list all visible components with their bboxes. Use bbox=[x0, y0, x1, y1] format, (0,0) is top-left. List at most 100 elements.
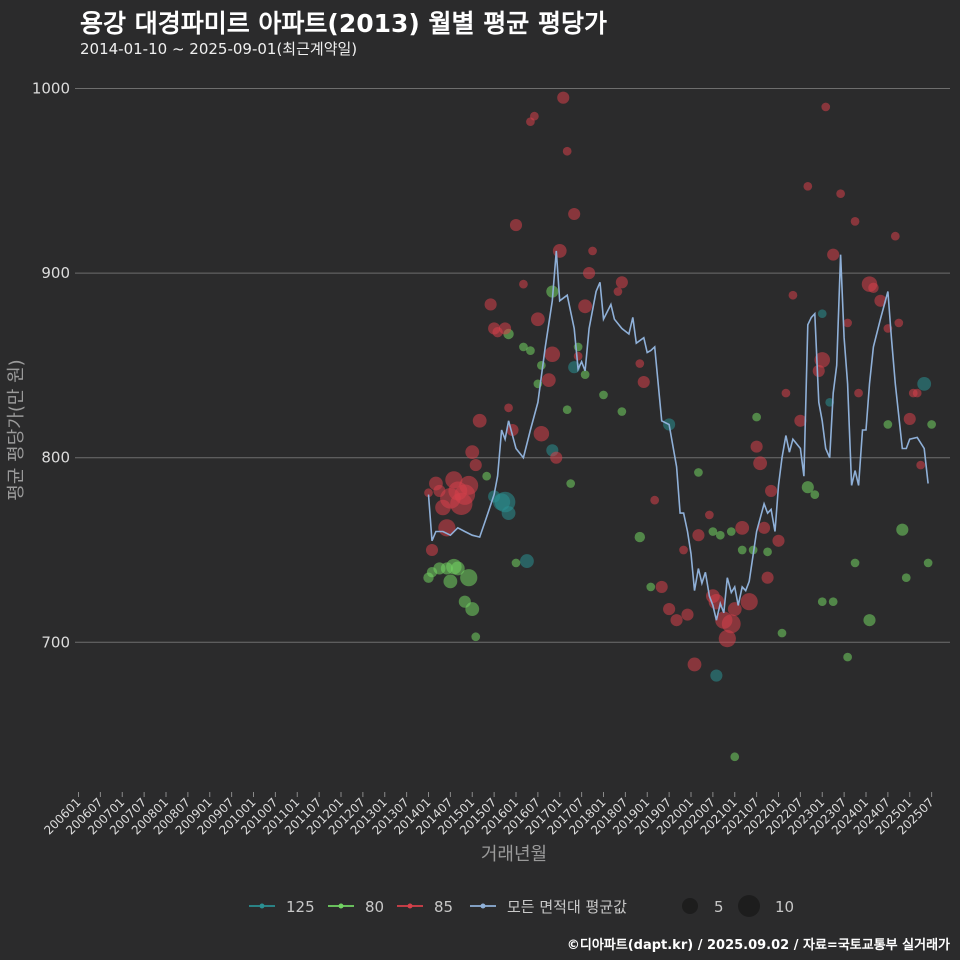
chart-title: 용강 대경파미르 아파트(2013) 월별 평균 평당가 bbox=[80, 9, 607, 38]
point-85 bbox=[465, 445, 480, 460]
point-80 bbox=[465, 602, 480, 616]
point-85 bbox=[718, 630, 736, 648]
point-80 bbox=[471, 632, 481, 642]
point-80 bbox=[777, 628, 787, 638]
legend-dot-85 bbox=[407, 903, 413, 909]
average-line bbox=[427, 250, 929, 621]
point-125 bbox=[917, 376, 932, 391]
point-85 bbox=[568, 207, 581, 221]
point-80 bbox=[715, 530, 725, 540]
point-80 bbox=[883, 420, 893, 429]
point-85 bbox=[469, 459, 482, 472]
point-85 bbox=[821, 102, 831, 112]
point-80 bbox=[580, 370, 590, 379]
point-85 bbox=[788, 290, 798, 300]
credit-text: ©디아파트(dapt.kr) / 2025.09.02 / 자료=국토교통부 실… bbox=[566, 938, 950, 953]
point-80 bbox=[923, 558, 933, 568]
point-125 bbox=[817, 309, 827, 319]
point-85 bbox=[803, 181, 813, 191]
point-80 bbox=[730, 752, 740, 762]
point-85 bbox=[509, 219, 523, 232]
point-80 bbox=[896, 523, 909, 536]
point-85 bbox=[721, 614, 741, 634]
point-85 bbox=[544, 346, 561, 363]
point-80 bbox=[708, 527, 718, 536]
point-85 bbox=[850, 217, 860, 226]
point-85 bbox=[472, 413, 487, 428]
point-85 bbox=[681, 608, 694, 621]
point-85 bbox=[753, 456, 768, 471]
legend: 125 80 85 모든 면적대 평균값 5 10 bbox=[249, 895, 794, 917]
point-85 bbox=[583, 267, 596, 280]
y-axis-title: 평균 평당가(만 원) bbox=[6, 359, 27, 500]
point-80 bbox=[599, 390, 608, 400]
point-80 bbox=[694, 468, 703, 477]
point-80 bbox=[726, 527, 736, 536]
point-80 bbox=[863, 614, 876, 627]
point-80 bbox=[801, 481, 814, 494]
point-85 bbox=[854, 388, 863, 398]
point-80 bbox=[828, 597, 838, 607]
x-axis-title: 거래년월 bbox=[481, 844, 547, 865]
point-80 bbox=[810, 490, 820, 499]
point-80 bbox=[763, 547, 772, 557]
point-85 bbox=[705, 510, 714, 520]
point-80 bbox=[482, 471, 492, 481]
legend-label-125: 125 bbox=[286, 898, 315, 916]
point-85 bbox=[573, 351, 583, 361]
point-80 bbox=[817, 597, 827, 607]
legend-label-80: 80 bbox=[365, 898, 384, 916]
size-legend-circle bbox=[738, 895, 760, 917]
point-80 bbox=[901, 573, 911, 583]
point-80 bbox=[843, 652, 852, 662]
point-80 bbox=[450, 561, 465, 576]
point-85 bbox=[562, 146, 572, 156]
point-85 bbox=[868, 282, 879, 294]
point-85 bbox=[874, 294, 887, 307]
point-85 bbox=[588, 246, 597, 256]
point-85 bbox=[812, 364, 825, 377]
point-85 bbox=[530, 312, 545, 327]
point-85 bbox=[765, 484, 778, 497]
point-85 bbox=[552, 244, 567, 258]
point-85 bbox=[781, 388, 791, 398]
point-125 bbox=[710, 669, 723, 682]
y-axis-ticks: 700 800 900 1000 bbox=[32, 79, 70, 651]
legend-label-avg: 모든 면적대 평균값 bbox=[507, 898, 627, 916]
point-85 bbox=[424, 488, 433, 498]
point-85 bbox=[670, 614, 683, 627]
point-85 bbox=[750, 440, 763, 453]
chart-subtitle: 2014-01-10 ~ 2025-09-01(최근계약일) bbox=[80, 40, 358, 58]
point-85 bbox=[916, 460, 926, 470]
point-85 bbox=[541, 373, 556, 388]
point-80 bbox=[562, 405, 572, 415]
point-80 bbox=[752, 412, 761, 422]
point-85 bbox=[655, 580, 668, 593]
point-85 bbox=[459, 475, 479, 495]
point-85 bbox=[533, 425, 550, 442]
point-80 bbox=[634, 531, 646, 543]
point-80 bbox=[927, 420, 936, 429]
point-85 bbox=[740, 593, 758, 611]
legend-dot-125 bbox=[259, 903, 265, 909]
size-legend-label: 5 bbox=[714, 898, 724, 916]
point-85 bbox=[772, 534, 785, 547]
point-80 bbox=[617, 407, 627, 416]
y-tick-label: 1000 bbox=[32, 79, 70, 97]
legend-dot-80 bbox=[338, 903, 344, 909]
size-legend-circle bbox=[682, 898, 698, 914]
point-125 bbox=[501, 506, 516, 520]
point-85 bbox=[679, 545, 688, 555]
point-85 bbox=[484, 298, 497, 311]
point-85 bbox=[613, 287, 623, 296]
legend-dot-avg bbox=[480, 903, 486, 909]
point-85 bbox=[519, 279, 528, 289]
average-line-path bbox=[427, 250, 929, 621]
point-85 bbox=[758, 521, 771, 534]
scatter-points bbox=[423, 91, 936, 762]
point-85 bbox=[814, 352, 830, 368]
point-85 bbox=[890, 231, 900, 241]
size-legend-label: 10 bbox=[775, 898, 794, 916]
y-tick-label: 900 bbox=[41, 264, 70, 282]
y-tick-label: 800 bbox=[41, 449, 70, 467]
